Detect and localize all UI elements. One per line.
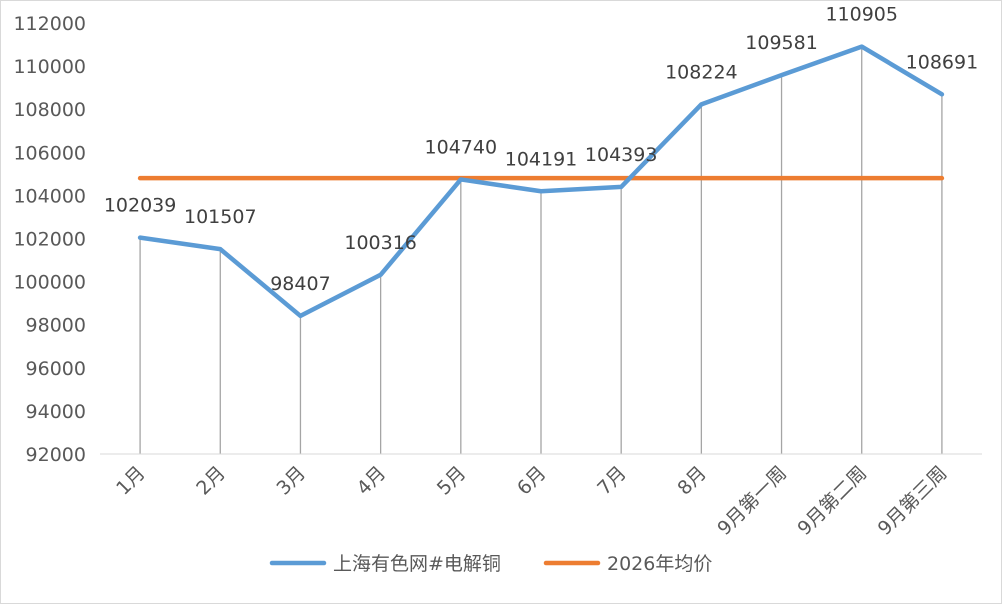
- x-axis: 1月 2月 3月 4月 5月 6月 7月 8月 9月第一周 9月第二周 9月第三周: [112, 462, 951, 540]
- x-tick-label: 6月: [513, 462, 551, 500]
- x-tick-label: 5月: [433, 462, 471, 500]
- y-tick-label: 102000: [13, 229, 86, 251]
- legend: 上海有色网#电解铜 2026年均价: [269, 553, 712, 575]
- y-tick-label: 94000: [26, 401, 86, 423]
- legend-label: 上海有色网#电解铜: [333, 553, 501, 575]
- drop-lines: [139, 46, 943, 454]
- y-tick-label: 106000: [13, 142, 86, 164]
- data-label: 101507: [184, 206, 257, 228]
- y-tick-label: 112000: [13, 13, 86, 35]
- y-tick-label: 104000: [13, 185, 86, 207]
- x-tick-label: 8月: [673, 462, 711, 500]
- y-tick-label: 100000: [13, 272, 86, 294]
- data-label: 104191: [505, 148, 578, 170]
- data-label: 100316: [344, 232, 417, 254]
- x-tick-label: 9月第一周: [713, 462, 791, 540]
- data-label: 104393: [585, 144, 658, 166]
- x-tick-label: 4月: [353, 462, 391, 500]
- data-label: 110905: [825, 4, 898, 26]
- y-tick-label: 108000: [13, 99, 86, 121]
- series-line-copper-price: [137, 44, 945, 319]
- series-layer: [137, 44, 945, 319]
- y-tick-label: 92000: [26, 444, 86, 466]
- data-label: 104740: [425, 136, 498, 158]
- x-tick-label: 7月: [593, 462, 631, 500]
- legend-label: 2026年均价: [607, 553, 712, 575]
- data-label: 109581: [745, 32, 818, 54]
- data-label: 102039: [104, 195, 177, 217]
- x-tick-label: 1月: [112, 462, 150, 500]
- y-tick-label: 110000: [13, 56, 86, 78]
- x-tick-label: 3月: [272, 462, 310, 500]
- data-label: 98407: [270, 273, 330, 295]
- y-tick-label: 98000: [26, 315, 86, 337]
- y-tick-label: 96000: [26, 358, 86, 380]
- x-tick-label: 9月第二周: [793, 462, 871, 540]
- data-label: 108691: [906, 51, 979, 73]
- x-tick-label: 2月: [192, 462, 230, 500]
- data-label: 108224: [665, 61, 738, 83]
- x-tick-label: 9月第三周: [874, 462, 952, 540]
- y-axis: 92000 94000 96000 98000 100000 102000 104000 10…: [13, 13, 86, 466]
- data-labels: 102039 101507 98407 100316 104740 104191 10439…: [104, 4, 978, 295]
